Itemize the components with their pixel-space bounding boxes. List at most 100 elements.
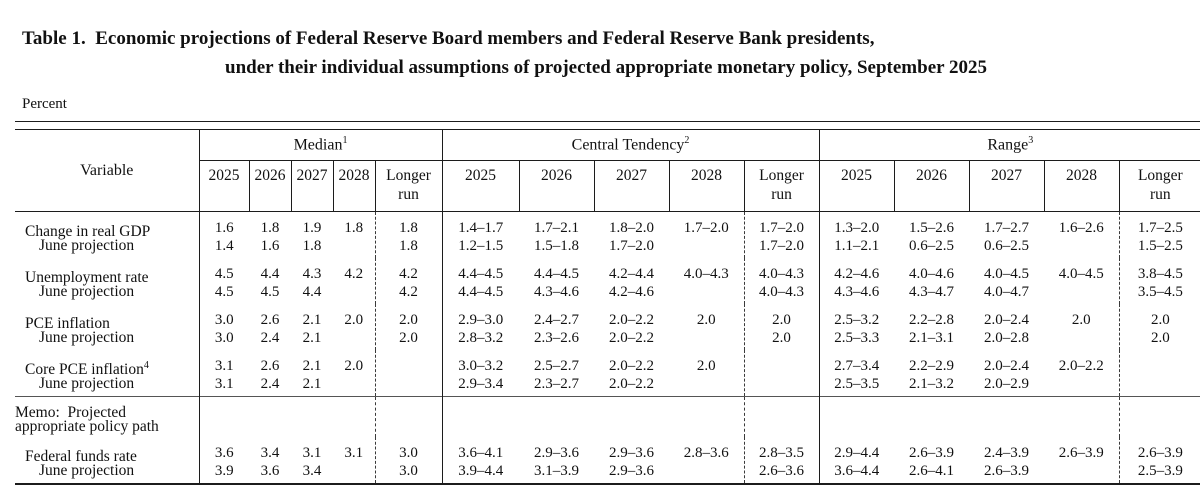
cell-federal-funds-rate-median-col0: 3.6 3.9 xyxy=(198,437,249,484)
row-federal-funds-rate-label-line1: Federal funds rate xyxy=(25,444,199,465)
cell-federal-funds-rate-central_tendency-col2: 2.9–3.6 2.9–3.6 xyxy=(594,437,669,484)
cell-core-pce-inflation-median-col1-current: 2.6 xyxy=(260,358,280,374)
table-top-rule xyxy=(15,121,1200,122)
cell-unemployment-rate-range-col4: 3.8–4.5 3.5–4.5 xyxy=(1118,258,1200,304)
row-pce-inflation-label-line2: June projection xyxy=(39,329,135,346)
cell-pce-inflation-central_tendency-col3: 2.0 xyxy=(669,304,744,350)
cell-change-in-real-gdp-range-col0: 1.3–2.0 1.1–2.1 xyxy=(818,211,895,258)
row-pce-inflation: PCE inflation June projection 3.0 3.0 2.6 2.4… xyxy=(15,304,1200,350)
cell-federal-funds-rate-central_tendency-col3: 2.8–3.6 xyxy=(669,437,744,484)
cell-federal-funds-rate-median-col1: 3.4 3.6 xyxy=(249,437,291,484)
cell-core-pce-inflation-range-col4-current xyxy=(1120,357,1200,375)
cell-pce-inflation-central_tendency-col4: 2.0 2.0 xyxy=(743,304,820,350)
cell-memo-projected-policy-path-range-col1-june xyxy=(894,418,969,436)
cell-memo-projected-policy-path-range-col4-june xyxy=(1120,418,1200,436)
cell-change-in-real-gdp-median-col3-june xyxy=(333,237,375,255)
cell-memo-projected-policy-path-range-col2 xyxy=(969,396,1045,437)
cell-pce-inflation-median-col2-current: 2.1 xyxy=(302,312,322,328)
cell-pce-inflation-median-col3-current: 2.0 xyxy=(344,312,364,328)
row-unemployment-rate-label-cell: Unemployment rate June projection xyxy=(15,258,199,304)
group-header-range-label: Range xyxy=(987,136,1029,154)
group-header-row: Variable Median1 Central Tendency2 Range… xyxy=(15,129,1200,179)
cell-core-pce-inflation-median-col4-current xyxy=(376,357,442,375)
cell-federal-funds-rate-median-col0-june: 3.9 xyxy=(214,463,234,479)
cell-memo-projected-policy-path-median-col4-june xyxy=(376,418,442,436)
cell-memo-projected-policy-path-range-col1 xyxy=(894,396,970,437)
row-federal-funds-rate-label-line2: June projection xyxy=(39,462,135,479)
cell-unemployment-rate-range-col2: 4.0–4.5 4.0–4.7 xyxy=(969,258,1044,304)
cell-memo-projected-policy-path-median-col0 xyxy=(198,396,249,437)
cell-pce-inflation-central_tendency-col4-june: 2.0 xyxy=(772,330,791,346)
cell-change-in-real-gdp-median-col3-current: 1.8 xyxy=(344,220,364,236)
cell-memo-projected-policy-path-median-col2 xyxy=(291,396,333,437)
cell-memo-projected-policy-path-median-col4 xyxy=(374,396,443,437)
cell-unemployment-rate-range-col2-current: 4.0–4.5 xyxy=(984,266,1030,282)
cell-unemployment-rate-range-col0-current: 4.2–4.6 xyxy=(834,266,880,282)
cell-pce-inflation-range-col0-current: 2.5–3.2 xyxy=(834,312,880,328)
cell-federal-funds-rate-central_tendency-col4-current: 2.8–3.5 xyxy=(759,445,805,461)
cell-core-pce-inflation-median-col2: 2.1 2.1 xyxy=(291,350,333,397)
cell-change-in-real-gdp-median-col0: 1.6 1.4 xyxy=(198,211,249,258)
cell-memo-projected-policy-path-central_tendency-col0-current xyxy=(443,400,520,418)
cell-change-in-real-gdp-central_tendency-col2: 1.8–2.0 1.7–2.0 xyxy=(594,212,669,259)
cell-core-pce-inflation-median-col3-june xyxy=(333,375,375,393)
cell-change-in-real-gdp-median-col1: 1.8 1.6 xyxy=(249,212,291,259)
cell-change-in-real-gdp-median-col1-june: 1.6 xyxy=(260,238,280,254)
cell-change-in-real-gdp-central_tendency-col4-current: 1.7–2.0 xyxy=(759,220,805,236)
cell-change-in-real-gdp-range-col3-june xyxy=(1044,237,1119,255)
cell-change-in-real-gdp-central_tendency-col1: 1.7–2.1 1.5–1.8 xyxy=(519,212,594,259)
cell-unemployment-rate-median-col0-current: 4.5 xyxy=(214,266,234,282)
cell-change-in-real-gdp-range-col4: 1.7–2.5 1.5–2.5 xyxy=(1118,211,1200,258)
cell-unemployment-rate-central_tendency-col0-june: 4.4–4.5 xyxy=(458,284,504,300)
group-header-range-footnote: 3 xyxy=(1028,135,1034,147)
cell-core-pce-inflation-central_tendency-col2-june: 2.0–2.2 xyxy=(609,376,655,392)
cell-unemployment-rate-central_tendency-col1-current: 4.4–4.5 xyxy=(534,266,580,282)
cell-pce-inflation-central_tendency-col2-june: 2.0–2.2 xyxy=(609,330,655,346)
cell-federal-funds-rate-range-col4: 2.6–3.9 2.5–3.9 xyxy=(1118,437,1200,484)
cell-change-in-real-gdp-range-col2-june: 0.6–2.5 xyxy=(984,238,1030,254)
cell-pce-inflation-median-col2: 2.1 2.1 xyxy=(291,304,333,350)
col-header-median-longer-run: Longer run xyxy=(374,160,443,212)
cell-federal-funds-rate-range-col3: 2.6–3.9 xyxy=(1044,437,1119,484)
row-memo-projected-policy-path-label-line1: Memo: Projected xyxy=(15,400,199,421)
col-header-range-2027: 2027 xyxy=(968,160,1045,212)
cell-memo-projected-policy-path-central_tendency-col1-current xyxy=(519,400,594,418)
cell-core-pce-inflation-range-col0-june: 2.5–3.5 xyxy=(834,376,880,392)
cell-federal-funds-rate-central_tendency-col0-current: 3.6–4.1 xyxy=(458,445,504,461)
cell-change-in-real-gdp-central_tendency-col2-current: 1.8–2.0 xyxy=(609,220,655,236)
cell-memo-projected-policy-path-central_tendency-col2 xyxy=(594,396,670,437)
cell-federal-funds-rate-range-col0-current: 2.9–4.4 xyxy=(834,445,880,461)
cell-unemployment-rate-median-col4-current: 4.2 xyxy=(399,266,418,282)
cell-federal-funds-rate-central_tendency-col4-june: 2.6–3.6 xyxy=(759,463,805,479)
cell-unemployment-rate-median-col2: 4.3 4.4 xyxy=(291,258,333,304)
group-header-central-tendency: Central Tendency2 xyxy=(441,129,820,161)
cell-pce-inflation-median-col1-june: 2.4 xyxy=(260,330,280,346)
cell-pce-inflation-central_tendency-col0: 2.9–3.0 2.8–3.2 xyxy=(441,304,520,350)
cell-memo-projected-policy-path-range-col0-june xyxy=(820,418,895,436)
cell-change-in-real-gdp-central_tendency-col3: 1.7–2.0 xyxy=(669,212,744,259)
cell-core-pce-inflation-central_tendency-col1-current: 2.5–2.7 xyxy=(534,358,580,374)
cell-change-in-real-gdp-median-col4-june: 1.8 xyxy=(399,238,418,254)
cell-change-in-real-gdp-median-col0-current: 1.6 xyxy=(214,220,234,236)
cell-unemployment-rate-range-col2-june: 4.0–4.7 xyxy=(984,284,1030,300)
cell-core-pce-inflation-central_tendency-col1: 2.5–2.7 2.3–2.7 xyxy=(519,350,594,397)
cell-memo-projected-policy-path-central_tendency-col4-current xyxy=(745,400,819,418)
table-header: Variable Median1 Central Tendency2 Range… xyxy=(15,129,1200,212)
cell-federal-funds-rate-range-col2-current: 2.4–3.9 xyxy=(984,445,1030,461)
cell-memo-projected-policy-path-range-col3-current xyxy=(1044,400,1119,418)
row-core-pce-inflation-label-footnote: 4 xyxy=(143,360,149,371)
cell-federal-funds-rate-central_tendency-col0: 3.6–4.1 3.9–4.4 xyxy=(441,437,520,484)
col-header-median-2025: 2025 xyxy=(198,160,249,212)
cell-federal-funds-rate-central_tendency-col0-june: 3.9–4.4 xyxy=(458,463,504,479)
cell-unemployment-rate-central_tendency-col4: 4.0–4.3 4.0–4.3 xyxy=(743,258,820,304)
cell-core-pce-inflation-central_tendency-col2: 2.0–2.2 2.0–2.2 xyxy=(594,350,669,397)
cell-change-in-real-gdp-range-col4-current: 1.7–2.5 xyxy=(1137,220,1183,236)
col-header-range-2028: 2028 xyxy=(1043,160,1120,212)
row-federal-funds-rate-label-cell: Federal funds rate June projection xyxy=(15,437,199,484)
cell-unemployment-rate-median-col1: 4.4 4.5 xyxy=(249,258,291,304)
cell-unemployment-rate-median-col3-current: 4.2 xyxy=(344,266,364,282)
cell-change-in-real-gdp-central_tendency-col3-june xyxy=(669,237,744,255)
col-header-central_tendency-2027: 2027 xyxy=(593,160,670,212)
cell-unemployment-rate-median-col2-current: 4.3 xyxy=(302,266,322,282)
cell-pce-inflation-range-col0: 2.5–3.2 2.5–3.3 xyxy=(818,304,895,350)
